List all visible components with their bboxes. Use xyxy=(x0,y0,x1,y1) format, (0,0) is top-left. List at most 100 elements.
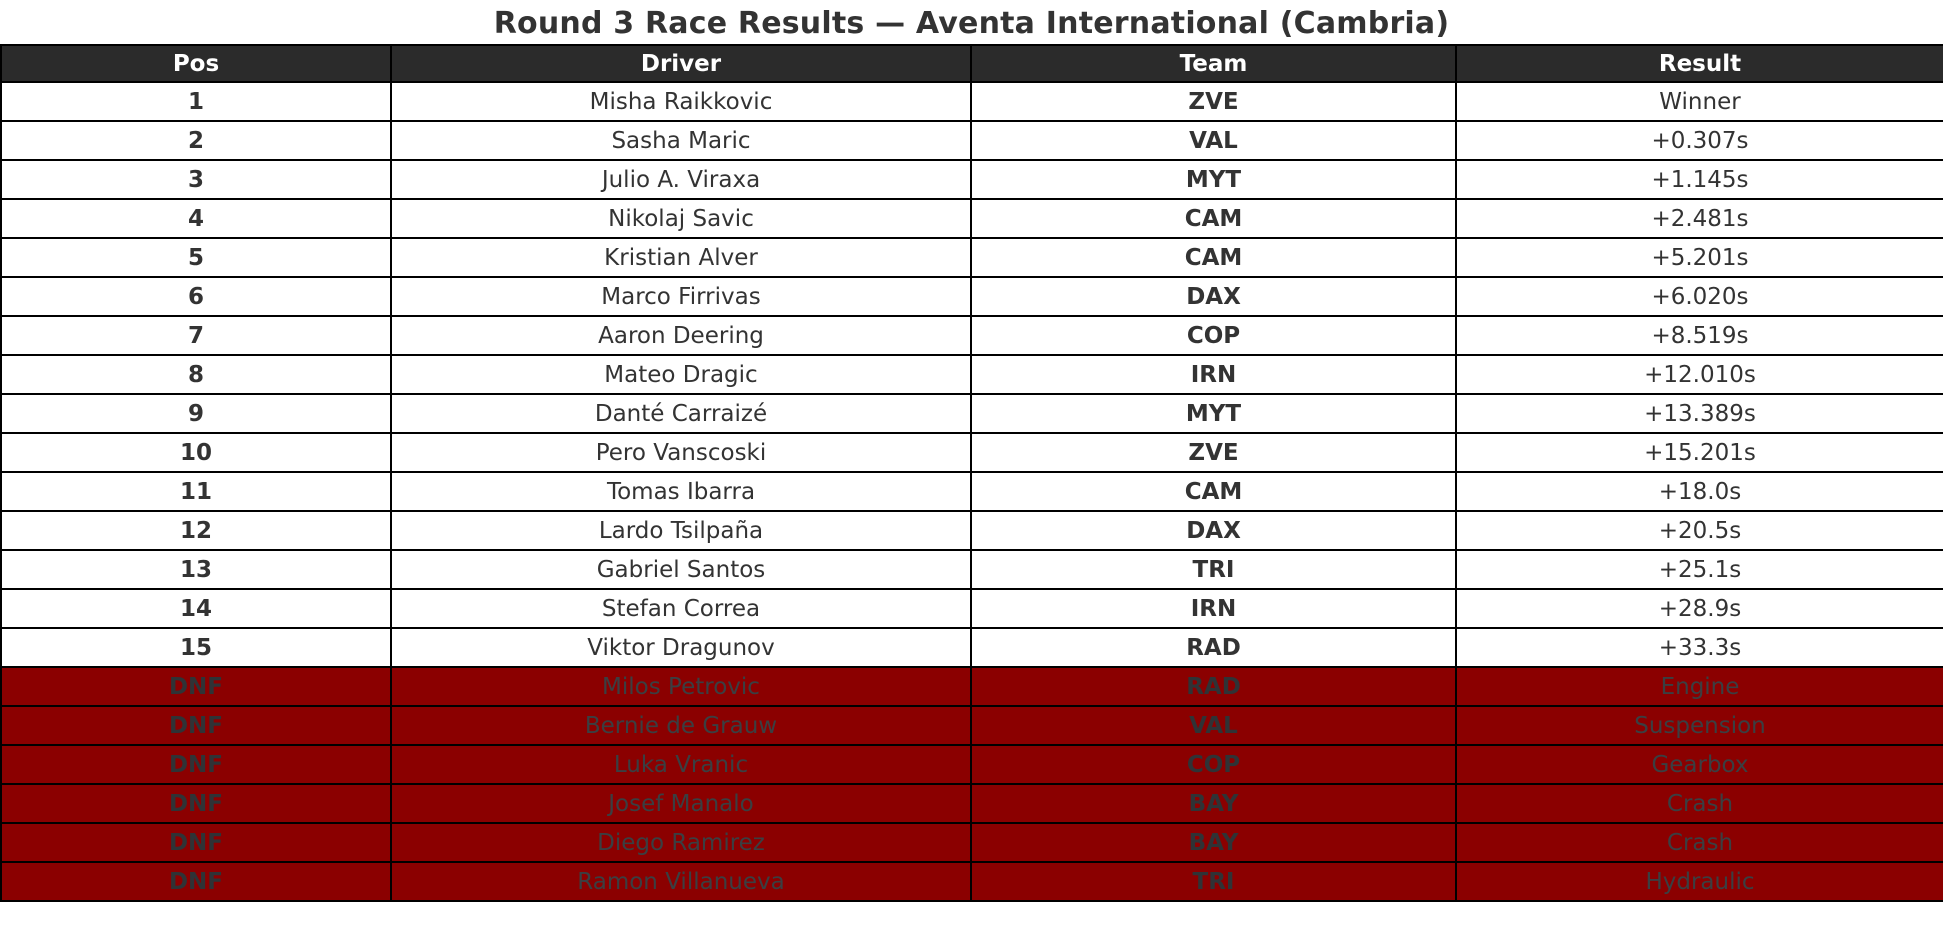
cell-driver: Stefan Correa xyxy=(390,588,972,629)
cell-team: IRN xyxy=(970,354,1457,395)
cell-driver: Sasha Maric xyxy=(390,120,972,161)
column-header-pos[interactable]: Pos xyxy=(0,44,392,83)
cell-driver: Nikolaj Savic xyxy=(390,198,972,239)
cell-team: CAM xyxy=(970,237,1457,278)
table-row[interactable]: 6 Marco Firrivas DAX +6.020s xyxy=(0,276,1943,317)
table-row[interactable]: 13 Gabriel Santos TRI +25.1s xyxy=(0,549,1943,590)
cell-pos: 11 xyxy=(0,471,392,512)
table-row[interactable]: DNF Bernie de Grauw VAL Suspension xyxy=(0,705,1943,746)
cell-pos: 10 xyxy=(0,432,392,473)
cell-pos: 9 xyxy=(0,393,392,434)
cell-result: +20.5s xyxy=(1455,510,1943,551)
table-row[interactable]: DNF Ramon Villanueva TRI Hydraulic xyxy=(0,861,1943,902)
cell-pos: DNF xyxy=(0,705,392,746)
cell-result: +1.145s xyxy=(1455,159,1943,200)
cell-result: +33.3s xyxy=(1455,627,1943,668)
cell-pos: 13 xyxy=(0,549,392,590)
table-row[interactable]: 12 Lardo Tsilpaña DAX +20.5s xyxy=(0,510,1943,551)
race-results-table: Pos Driver Team Result 1 Misha Raikkovic Z… xyxy=(0,44,1943,902)
cell-team: BAY xyxy=(970,822,1457,863)
cell-driver: Luka Vranic xyxy=(390,744,972,785)
column-header-result[interactable]: Result xyxy=(1455,44,1943,83)
table-row[interactable]: 9 Danté Carraizé MYT +13.389s xyxy=(0,393,1943,434)
table-row[interactable]: DNF Josef Manalo BAY Crash xyxy=(0,783,1943,824)
cell-driver: Lardo Tsilpaña xyxy=(390,510,972,551)
cell-result: +6.020s xyxy=(1455,276,1943,317)
cell-driver: Danté Carraizé xyxy=(390,393,972,434)
cell-pos: DNF xyxy=(0,822,392,863)
cell-driver: Josef Manalo xyxy=(390,783,972,824)
cell-pos: 6 xyxy=(0,276,392,317)
table-row[interactable]: 14 Stefan Correa IRN +28.9s xyxy=(0,588,1943,629)
cell-driver: Viktor Dragunov xyxy=(390,627,972,668)
cell-pos: 7 xyxy=(0,315,392,356)
cell-team: COP xyxy=(970,744,1457,785)
table-row[interactable]: 4 Nikolaj Savic CAM +2.481s xyxy=(0,198,1943,239)
cell-pos: 5 xyxy=(0,237,392,278)
table-row[interactable]: 15 Viktor Dragunov RAD +33.3s xyxy=(0,627,1943,668)
cell-team: IRN xyxy=(970,588,1457,629)
cell-pos: 14 xyxy=(0,588,392,629)
cell-driver: Ramon Villanueva xyxy=(390,861,972,902)
table-row[interactable]: DNF Luka Vranic COP Gearbox xyxy=(0,744,1943,785)
cell-pos: DNF xyxy=(0,666,392,707)
cell-team: CAM xyxy=(970,198,1457,239)
cell-team: COP xyxy=(970,315,1457,356)
cell-result: +12.010s xyxy=(1455,354,1943,395)
table-header: Pos Driver Team Result xyxy=(0,44,1943,83)
cell-pos: DNF xyxy=(0,744,392,785)
cell-team: DAX xyxy=(970,510,1457,551)
cell-result: +18.0s xyxy=(1455,471,1943,512)
cell-team: DAX xyxy=(970,276,1457,317)
cell-result: +15.201s xyxy=(1455,432,1943,473)
cell-result: Suspension xyxy=(1455,705,1943,746)
cell-team: MYT xyxy=(970,159,1457,200)
cell-team: ZVE xyxy=(970,81,1457,122)
table-row[interactable]: 8 Mateo Dragic IRN +12.010s xyxy=(0,354,1943,395)
column-header-team[interactable]: Team xyxy=(970,44,1457,83)
table-row[interactable]: 1 Misha Raikkovic ZVE Winner xyxy=(0,81,1943,122)
cell-driver: Julio A. Viraxa xyxy=(390,159,972,200)
table-row[interactable]: 2 Sasha Maric VAL +0.307s xyxy=(0,120,1943,161)
cell-result: Winner xyxy=(1455,81,1943,122)
table-row[interactable]: DNF Diego Ramirez BAY Crash xyxy=(0,822,1943,863)
cell-team: RAD xyxy=(970,627,1457,668)
column-header-driver[interactable]: Driver xyxy=(390,44,972,83)
cell-pos: 3 xyxy=(0,159,392,200)
table-header-row: Pos Driver Team Result xyxy=(0,44,1943,83)
cell-driver: Bernie de Grauw xyxy=(390,705,972,746)
table-row[interactable]: 5 Kristian Alver CAM +5.201s xyxy=(0,237,1943,278)
cell-driver: Pero Vanscoski xyxy=(390,432,972,473)
table-row[interactable]: 3 Julio A. Viraxa MYT +1.145s xyxy=(0,159,1943,200)
cell-driver: Aaron Deering xyxy=(390,315,972,356)
cell-pos: DNF xyxy=(0,783,392,824)
cell-driver: Milos Petrovic xyxy=(390,666,972,707)
cell-driver: Gabriel Santos xyxy=(390,549,972,590)
cell-result: Gearbox xyxy=(1455,744,1943,785)
cell-team: BAY xyxy=(970,783,1457,824)
cell-team: TRI xyxy=(970,861,1457,902)
cell-driver: Kristian Alver xyxy=(390,237,972,278)
table-row[interactable]: DNF Milos Petrovic RAD Engine xyxy=(0,666,1943,707)
table-body: 1 Misha Raikkovic ZVE Winner 2 Sasha Maric VAL… xyxy=(0,81,1943,902)
cell-team: MYT xyxy=(970,393,1457,434)
page-title: Round 3 Race Results — Aventa Internatio… xyxy=(493,6,1450,41)
cell-team: VAL xyxy=(970,120,1457,161)
cell-pos: DNF xyxy=(0,861,392,902)
cell-result: +0.307s xyxy=(1455,120,1943,161)
cell-team: RAD xyxy=(970,666,1457,707)
table-row[interactable]: 11 Tomas Ibarra CAM +18.0s xyxy=(0,471,1943,512)
cell-pos: 8 xyxy=(0,354,392,395)
cell-result: +2.481s xyxy=(1455,198,1943,239)
table-row[interactable]: 10 Pero Vanscoski ZVE +15.201s xyxy=(0,432,1943,473)
cell-result: Hydraulic xyxy=(1455,861,1943,902)
cell-team: VAL xyxy=(970,705,1457,746)
cell-team: CAM xyxy=(970,471,1457,512)
cell-pos: 4 xyxy=(0,198,392,239)
cell-pos: 1 xyxy=(0,81,392,122)
cell-driver: Diego Ramirez xyxy=(390,822,972,863)
cell-driver: Marco Firrivas xyxy=(390,276,972,317)
table-row[interactable]: 7 Aaron Deering COP +8.519s xyxy=(0,315,1943,356)
cell-driver: Mateo Dragic xyxy=(390,354,972,395)
